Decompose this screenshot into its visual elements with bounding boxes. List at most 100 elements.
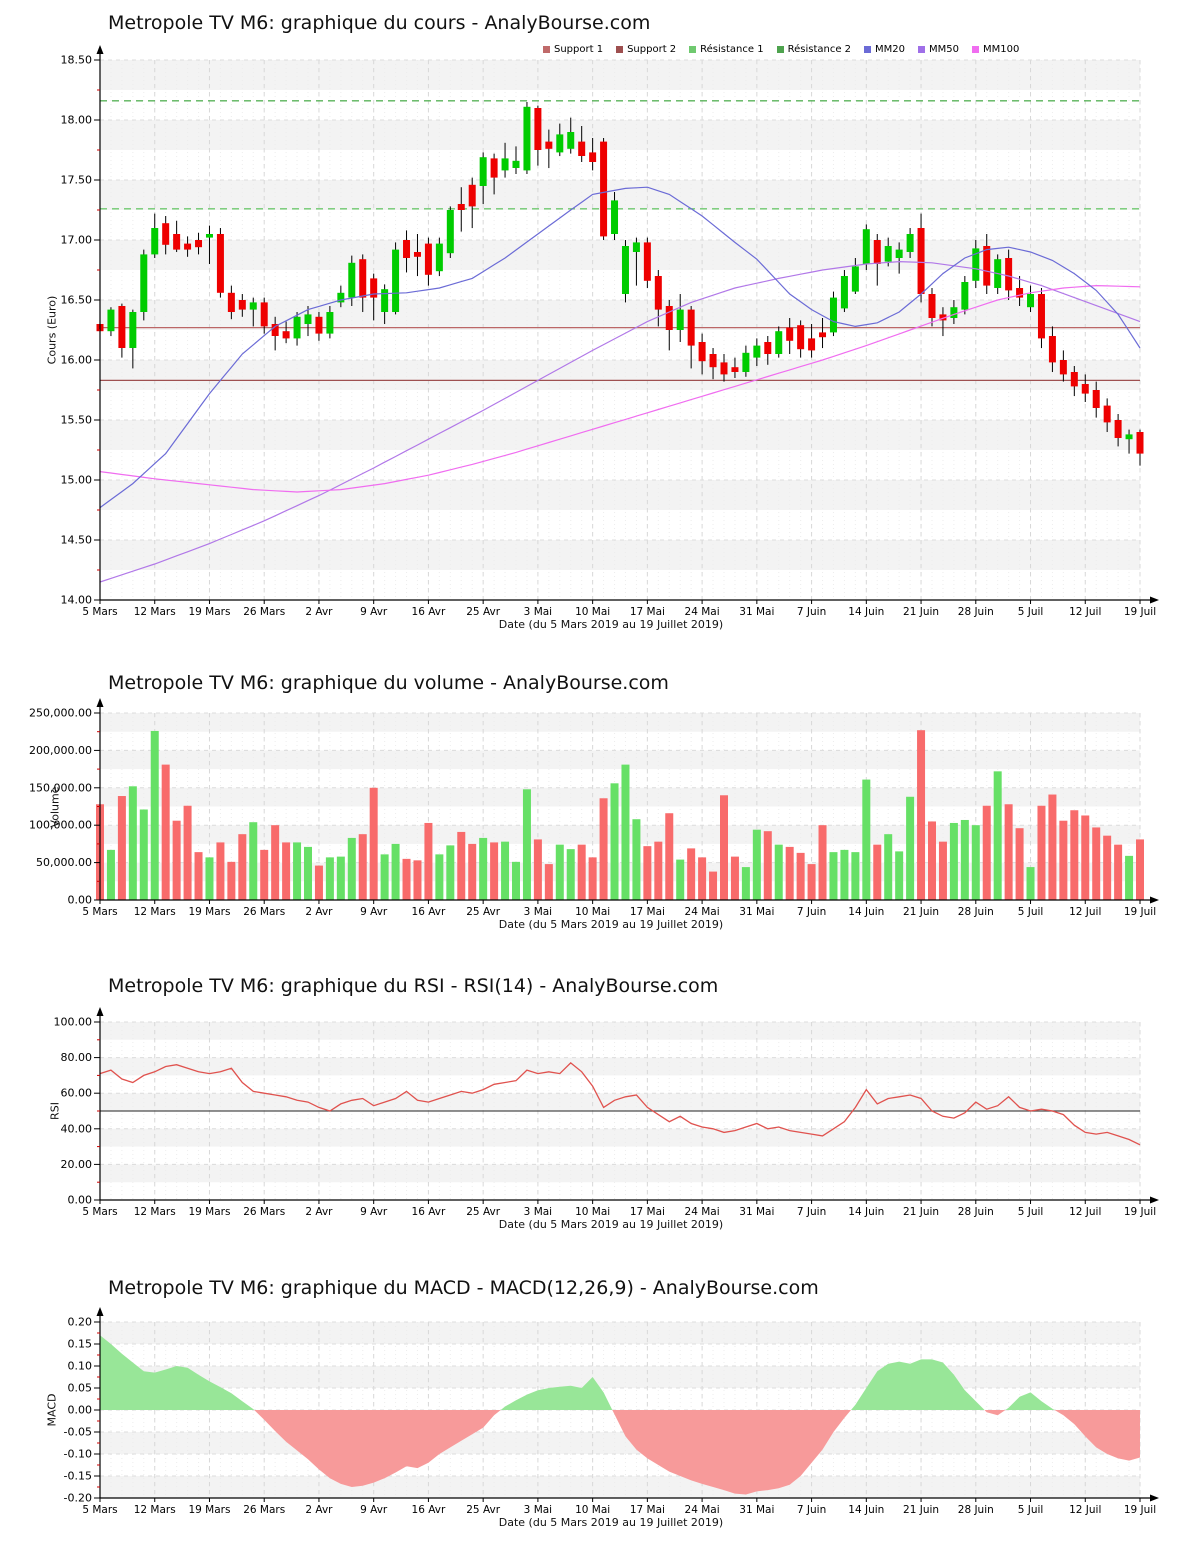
x-tick-label: 5 Juil (1018, 1504, 1044, 1516)
x-tick-label: 7 Juin (797, 1504, 826, 1516)
legend-swatch-icon (776, 46, 784, 53)
x-tick-label: 24 Mai (685, 1206, 720, 1218)
x-tick-label: 19 Juil (1124, 1206, 1156, 1218)
macd-negative-area (100, 1410, 1140, 1495)
x-tick-label: 12 Mars (134, 906, 176, 918)
x-tick-label: 12 Juil (1069, 1206, 1101, 1218)
legend-item-2: Résistance 1 (689, 44, 764, 55)
y-tick-label: 150,000.00 (29, 781, 92, 794)
x-tick-label: 5 Mars (82, 1206, 117, 1218)
x-axis-arrow-icon (1150, 1494, 1159, 1502)
y-tick-label: 60.00 (61, 1087, 93, 1100)
x-tick-label: 3 Mai (524, 906, 552, 918)
legend-item-1: Support 2 (616, 44, 676, 55)
x-tick-label: 24 Mai (685, 906, 720, 918)
x-tick-label: 26 Mars (243, 1206, 285, 1218)
x-tick-label: 26 Mars (243, 606, 285, 618)
x-tick-label: 28 Juin (958, 906, 994, 918)
x-tick-label: 31 Mai (739, 1504, 774, 1516)
y-tick-label: 20.00 (61, 1158, 93, 1171)
y-tick-label: 14.50 (61, 534, 93, 547)
x-tick-label: 21 Juin (903, 606, 939, 618)
x-tick-label: 19 Juil (1124, 1504, 1156, 1516)
y-tick-label: 100,000.00 (29, 819, 92, 832)
x-tick-label: 7 Juin (797, 1206, 826, 1218)
x-tick-label: 24 Mai (685, 1504, 720, 1516)
y-tick-label: 0.20 (68, 1316, 93, 1329)
x-tick-label: 26 Mars (243, 1504, 285, 1516)
x-tick-label: 19 Mars (188, 1206, 230, 1218)
legend-swatch-icon (864, 46, 872, 53)
x-tick-label: 3 Mai (524, 606, 552, 618)
x-tick-label: 21 Juin (903, 906, 939, 918)
y-tick-label: 14.00 (61, 594, 93, 607)
legend-label: MM50 (929, 44, 959, 55)
x-tick-label: 16 Avr (412, 1504, 446, 1516)
legend-item-3: Résistance 2 (776, 44, 852, 55)
legend-item-6: MM100 (972, 44, 1019, 55)
candles-group (96, 102, 1144, 466)
y-tick-label: 0.00 (68, 1404, 93, 1417)
legend-swatch-icon (972, 46, 979, 53)
legend-label: Résistance 1 (700, 44, 764, 55)
x-tick-label: 5 Juil (1018, 1206, 1044, 1218)
x-tick-label: 2 Avr (305, 606, 333, 618)
x-tick-label: 5 Juil (1018, 606, 1044, 618)
y-tick-label: -0.05 (64, 1426, 92, 1439)
x-tick-label: 5 Mars (82, 606, 117, 618)
x-tick-label: 26 Mars (243, 906, 285, 918)
x-tick-label: 25 Avr (466, 906, 500, 918)
x-tick-label: 12 Juil (1069, 606, 1101, 618)
y-tick-label: 17.00 (61, 234, 93, 247)
volume-bars-group (96, 730, 1144, 900)
x-tick-label: 7 Juin (797, 906, 826, 918)
y-tick-label: 0.00 (68, 1194, 93, 1207)
y-axis-arrow-icon (96, 45, 104, 54)
x-tick-label: 10 Mai (575, 906, 610, 918)
x-axis-arrow-icon (1150, 596, 1159, 604)
x-tick-label: 25 Avr (466, 606, 500, 618)
y-tick-label: 50,000.00 (36, 856, 92, 869)
y-tick-label: 18.00 (61, 114, 93, 127)
mm50-line (99, 260, 1141, 583)
y-tick-label: 18.50 (61, 54, 93, 67)
x-tick-label: 28 Juin (958, 606, 994, 618)
legend-label: MM100 (983, 44, 1020, 55)
macd-chart-plot: -0.20 -0.15 -0.10 -0.05 0.00 0.05 0.10 0.15 0.20… (64, 1307, 1159, 1516)
mm20-line (99, 186, 1141, 509)
rsi-chart-plot: 0.00 20.00 40.00 60.00 80.00 100.00 5 Mars 12 M… (54, 1007, 1159, 1218)
x-tick-label: 12 Mars (134, 1206, 176, 1218)
y-axis-arrow-icon (96, 698, 104, 707)
x-tick-label: 3 Mai (524, 1504, 552, 1516)
rsi-x-axis-label: Date (du 5 Mars 2019 au 19 Juillet 2019) (498, 1218, 724, 1231)
x-tick-label: 7 Juin (797, 606, 826, 618)
y-tick-label: 200,000.00 (29, 744, 92, 757)
x-tick-label: 5 Mars (82, 906, 117, 918)
macd-x-axis-label: Date (du 5 Mars 2019 au 19 Juillet 2019) (498, 1516, 724, 1529)
price-chart-plot: 14.00 14.50 15.00 15.50 16.00 16.50 17.00 17.50… (61, 45, 1159, 618)
x-tick-label: 19 Mars (188, 1504, 230, 1516)
x-tick-label: 2 Avr (305, 1504, 333, 1516)
legend-label: Résistance 2 (787, 44, 852, 55)
price-x-axis-label: Date (du 5 Mars 2019 au 19 Juillet 2019) (498, 618, 724, 631)
x-tick-label: 10 Mai (575, 1504, 610, 1516)
y-tick-label: 0.05 (68, 1382, 93, 1395)
y-tick-label: 16.00 (61, 354, 93, 367)
x-tick-label: 9 Avr (360, 906, 388, 918)
legend-label: Support 2 (627, 44, 677, 55)
x-tick-label: 5 Mars (82, 1504, 117, 1516)
y-tick-label: 15.00 (61, 474, 93, 487)
x-tick-label: 14 Juin (848, 1504, 884, 1516)
legend-item-4: MM20 (864, 44, 905, 55)
rsi-chart-title: Metropole TV M6: graphique du RSI - RSI(… (108, 975, 719, 997)
volume-chart-title: Metropole TV M6: graphique du volume - A… (108, 672, 669, 694)
y-axis-arrow-icon (96, 1007, 104, 1016)
x-tick-label: 19 Juil (1124, 906, 1156, 918)
macd-chart-title: Metropole TV M6: graphique du MACD - MAC… (108, 1277, 819, 1299)
legend-swatch-icon (616, 46, 624, 53)
y-tick-label: 15.50 (61, 414, 93, 427)
price-chart-legend: Support 1 Support 2 Résistance 1 Résistance… (543, 44, 1019, 55)
x-tick-label: 14 Juin (848, 1206, 884, 1218)
